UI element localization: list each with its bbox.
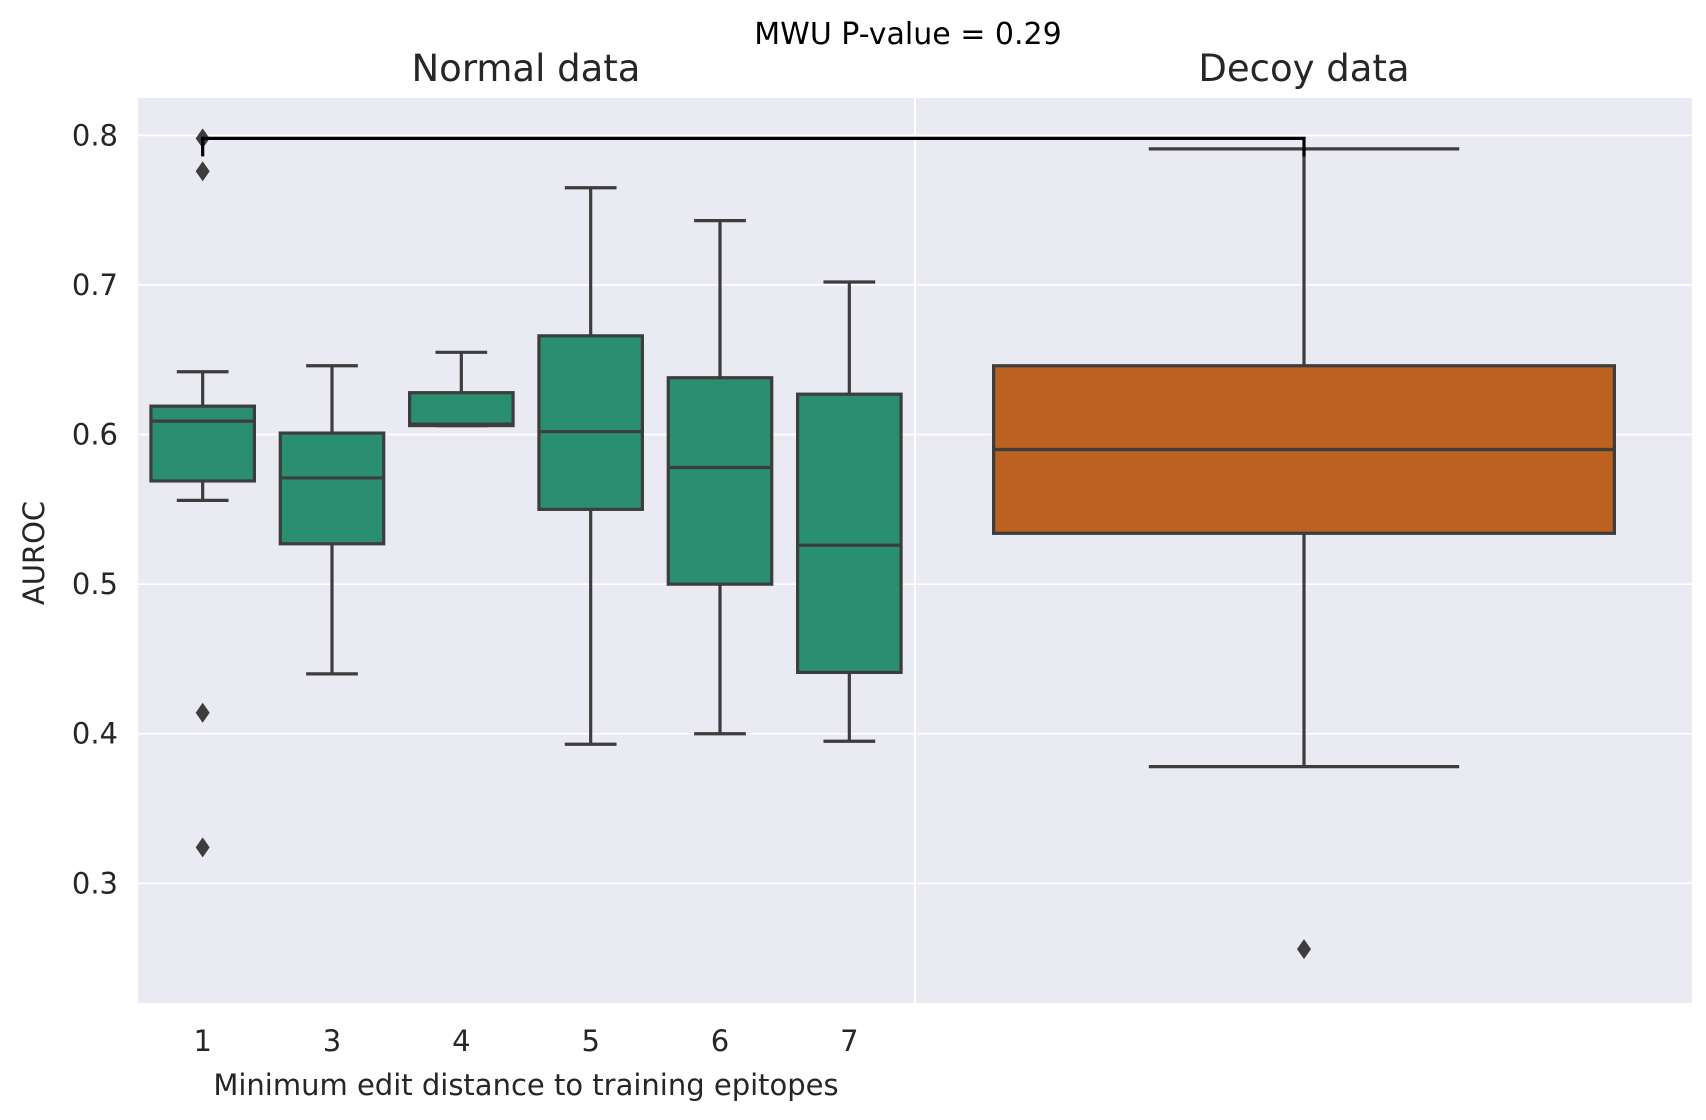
box-normal-1 [149, 128, 257, 858]
outlier-point [195, 702, 210, 723]
significance-line [201, 136, 1306, 157]
box-normal-5 [537, 186, 645, 746]
plot-backgrounds [138, 98, 1692, 1003]
y-tick-label: 0.3 [72, 866, 118, 900]
iqr-box [537, 334, 645, 511]
y-tick-label: 0.6 [72, 418, 118, 452]
boxplots [149, 128, 1616, 960]
y-tick-label: 0.7 [72, 268, 118, 302]
plot-area-1 [138, 98, 914, 1003]
panel-title-decoy: Decoy data [1198, 47, 1409, 90]
x-tick-label: 6 [711, 1024, 729, 1058]
iqr-box [278, 431, 386, 546]
significance-bracket [201, 136, 1306, 157]
panel-title-normal: Normal data [412, 47, 641, 90]
outlier-point [195, 161, 210, 182]
x-tick-label: 7 [840, 1024, 858, 1058]
chart-title: MWU P-value = 0.29 [754, 17, 1061, 52]
x-axis-label: Minimum edit distance to training epitop… [213, 1068, 838, 1102]
y-axis-label: AUROC [17, 501, 51, 605]
box-normal-3 [278, 364, 386, 676]
outlier-point [1297, 939, 1311, 960]
outlier-point [195, 837, 210, 858]
y-tick-label: 0.8 [72, 118, 118, 152]
y-tick-label: 0.5 [72, 567, 118, 601]
labels: MWU P-value = 0.29 Normal data Decoy dat… [17, 17, 1410, 1102]
iqr-box [408, 391, 515, 428]
iqr-box [149, 404, 257, 483]
x-tick-label: 3 [323, 1024, 341, 1058]
iqr-box [795, 392, 903, 675]
box-normal-6 [666, 219, 774, 736]
tick-labels: 0.3 0.4 0.5 0.6 0.7 0.8 1 3 4 5 6 7 [72, 118, 859, 1058]
box-normal-4 [408, 350, 515, 428]
box-normal-7 [795, 280, 903, 743]
x-tick-label: 4 [452, 1024, 470, 1058]
x-tick-label: 1 [193, 1024, 211, 1058]
y-tick-label: 0.4 [72, 717, 118, 751]
box-decoy [991, 147, 1616, 960]
iqr-box [666, 376, 774, 586]
x-tick-label: 5 [581, 1024, 599, 1058]
